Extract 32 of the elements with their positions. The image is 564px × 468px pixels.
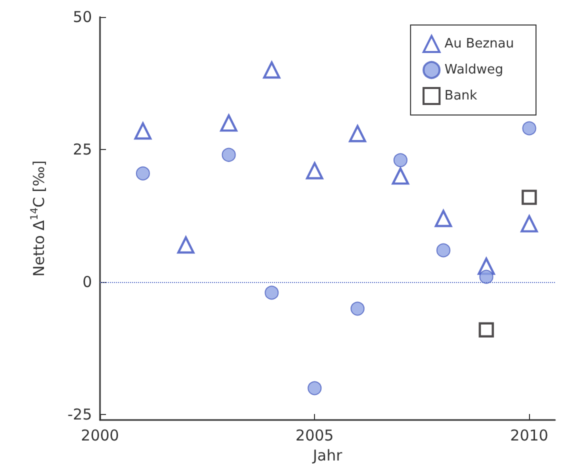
point	[434, 210, 452, 228]
point	[393, 153, 408, 168]
point	[520, 215, 538, 232]
y-tick-label: 50	[72, 8, 92, 26]
point	[134, 122, 152, 140]
point	[436, 243, 450, 258]
point	[306, 162, 324, 180]
point	[177, 236, 194, 254]
y-tick-label: 25	[72, 140, 92, 159]
legend-label: Au Beznau	[444, 36, 514, 52]
point	[348, 125, 366, 142]
point	[263, 61, 280, 79]
point	[222, 148, 236, 162]
point	[220, 114, 238, 132]
point	[522, 190, 537, 205]
point	[264, 286, 279, 300]
y-tick-label: 0	[82, 273, 92, 292]
point	[350, 302, 365, 316]
point	[392, 167, 410, 185]
x-tick-label: 2000	[80, 426, 120, 444]
point	[522, 121, 536, 136]
x-tick-label: 2010	[510, 426, 548, 444]
point	[308, 381, 322, 396]
y-tick-label: -25	[68, 406, 92, 424]
y-axis-title: Netto Δ14C [‰]	[30, 160, 48, 277]
x-tick-label: 2005	[296, 426, 334, 444]
point	[479, 270, 494, 284]
point	[478, 322, 494, 338]
legend-label: Bank	[444, 88, 478, 104]
legend-label: Waldweg	[444, 62, 504, 78]
point	[136, 166, 150, 180]
x-axis-title: Jahr	[312, 446, 343, 464]
